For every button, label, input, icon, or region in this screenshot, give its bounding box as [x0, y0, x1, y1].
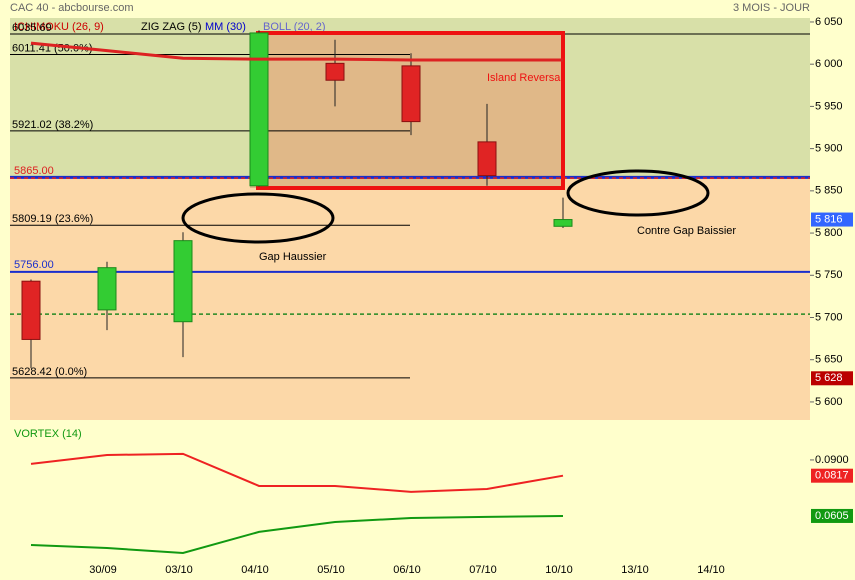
vortex-line — [30, 514, 564, 554]
fib-label: 5921.02 (38.2%) — [12, 119, 93, 131]
fib-label: 6011.41 (50.0%) — [12, 42, 93, 54]
candle-body — [325, 62, 345, 81]
zigzag-line — [30, 41, 563, 62]
fib-label: 6035.69 — [12, 22, 52, 34]
fib-label: 5628.42 (0.0%) — [12, 366, 87, 378]
indicator-label: MM (30) — [205, 21, 246, 33]
lower-zone — [10, 178, 810, 420]
price-marker — [811, 212, 853, 227]
x-tick-label: 06/10 — [393, 564, 421, 576]
gap-ellipse — [181, 192, 335, 244]
chart-title: CAC 40 - abcbourse.com — [10, 2, 134, 14]
value-box — [811, 468, 853, 483]
vortex-line — [30, 452, 564, 493]
candle-body — [97, 267, 117, 311]
candle-body — [553, 219, 573, 227]
y-tick-label: 5 900 — [815, 143, 843, 155]
x-tick-label: 04/10 — [241, 564, 269, 576]
candle-body — [477, 141, 497, 177]
price-marker — [811, 371, 853, 386]
candle-body — [401, 65, 421, 123]
x-tick-label: 10/10 — [545, 564, 573, 576]
price-marker-label: 5 816 — [815, 213, 843, 225]
subchart-title: VORTEX (14) — [14, 428, 82, 440]
fib-label: 5809.19 (23.6%) — [12, 213, 93, 225]
candle-body — [173, 240, 193, 323]
x-tick-label: 07/10 — [469, 564, 497, 576]
y-tick-label: 5 950 — [815, 100, 843, 112]
y-tick-label: 5 600 — [815, 396, 843, 408]
x-tick-label: 05/10 — [317, 564, 345, 576]
value-box — [811, 508, 853, 523]
level-label: 5756.00 — [14, 259, 54, 271]
y-tick-label: 5 800 — [815, 227, 843, 239]
y-tick-label: 5 650 — [815, 354, 843, 366]
value-label: 0.0817 — [815, 470, 849, 482]
x-tick-label: 13/10 — [621, 564, 649, 576]
period: 3 MOIS - JOUR — [733, 2, 810, 14]
indicator-label: ICHIMOKU (26, 9) — [14, 21, 104, 33]
level-label: 5865.00 — [14, 165, 54, 177]
annotation: Island Reversal — [487, 72, 563, 84]
y-tick-label: 6 000 — [815, 58, 843, 70]
indicator-label: ZIG ZAG (5) — [141, 21, 202, 33]
x-tick-label: 03/10 — [165, 564, 193, 576]
y-tick-label: 5 850 — [815, 185, 843, 197]
annotation: Contre Gap Baissier — [637, 225, 736, 237]
indicator-label: BOLL (20, 2) — [263, 21, 326, 33]
x-tick-label: 30/09 — [89, 564, 117, 576]
candle-body — [21, 280, 41, 340]
value-label: 0.0605 — [815, 510, 849, 522]
candle-body — [249, 32, 269, 187]
y-tick-label: 6 050 — [815, 16, 843, 28]
gap-ellipse — [566, 169, 710, 217]
y-tick-label: 5 700 — [815, 311, 843, 323]
y-tick-label: 5 750 — [815, 269, 843, 281]
price-marker-label: 5 628 — [815, 372, 843, 384]
x-tick-label: 14/10 — [697, 564, 725, 576]
annotation: Gap Haussier — [259, 251, 327, 263]
y-tick-label: 0.0900 — [815, 454, 849, 466]
